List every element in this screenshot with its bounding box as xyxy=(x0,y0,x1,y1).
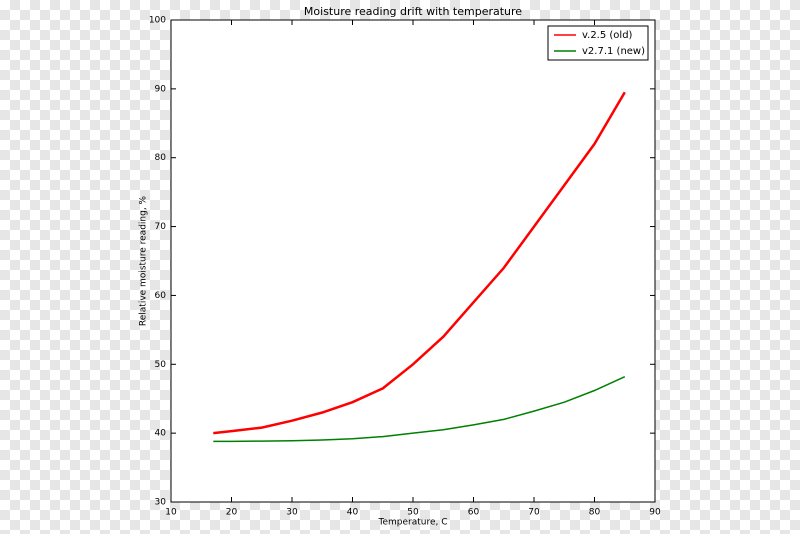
x-tick-label: 40 xyxy=(347,508,359,518)
y-tick-label: 40 xyxy=(155,429,167,439)
x-tick-label: 90 xyxy=(649,508,661,518)
legend-label: v.2.5 (old) xyxy=(582,30,633,41)
x-tick-label: 50 xyxy=(407,508,419,518)
x-tick-label: 80 xyxy=(589,508,601,518)
y-tick-label: 50 xyxy=(155,360,167,370)
x-tick-label: 20 xyxy=(226,508,238,518)
plot-frame xyxy=(170,19,656,503)
series-line xyxy=(213,376,626,443)
y-tick-label: 30 xyxy=(155,498,167,508)
y-tick-label: 60 xyxy=(155,291,167,301)
x-tick-label: 30 xyxy=(286,508,298,518)
y-axis-label: Relative moisture reading, % xyxy=(139,195,149,326)
legend-label: v2.7.1 (new) xyxy=(582,46,645,57)
y-tick-label: 90 xyxy=(155,84,167,94)
x-tick-label: 10 xyxy=(165,508,177,518)
series-line xyxy=(213,91,626,435)
plot-area xyxy=(171,20,655,502)
y-tick-label: 100 xyxy=(149,16,166,26)
x-tick-label: 70 xyxy=(528,508,540,518)
y-tick-label: 80 xyxy=(155,153,167,163)
chart-title: Moisture reading drift with temperature xyxy=(304,5,522,18)
legend-box xyxy=(547,25,649,61)
y-tick-label: 70 xyxy=(155,222,167,232)
x-tick-label: 60 xyxy=(468,508,480,518)
x-axis-label: Temperature, C xyxy=(377,518,447,528)
